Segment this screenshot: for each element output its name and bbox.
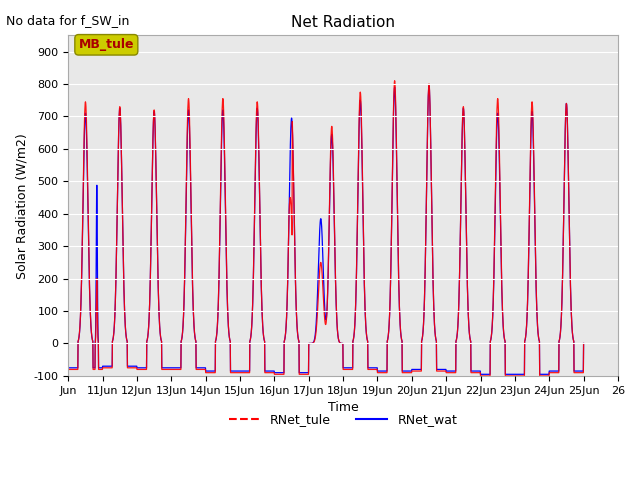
Title: Net Radiation: Net Radiation bbox=[291, 15, 395, 30]
Legend: RNet_tule, RNet_wat: RNet_tule, RNet_wat bbox=[224, 408, 462, 431]
Text: No data for f_SW_in: No data for f_SW_in bbox=[6, 14, 130, 27]
Text: MB_tule: MB_tule bbox=[79, 38, 134, 51]
Y-axis label: Solar Radiation (W/m2): Solar Radiation (W/m2) bbox=[15, 133, 28, 278]
X-axis label: Time: Time bbox=[328, 401, 358, 414]
